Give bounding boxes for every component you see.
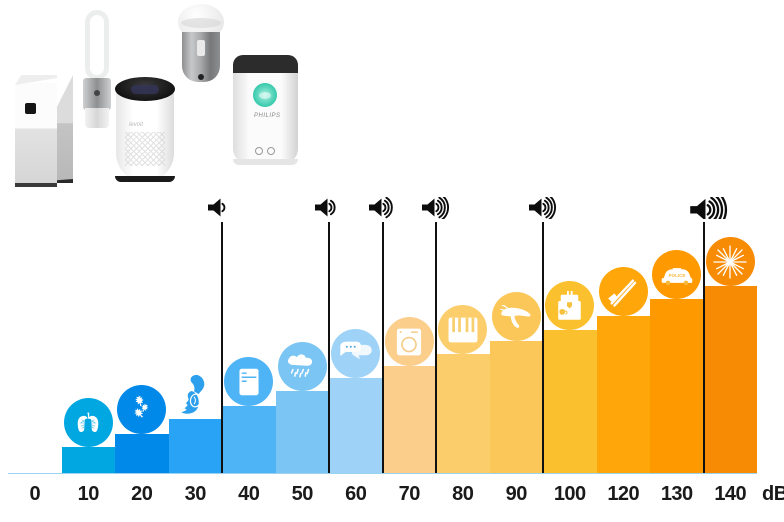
svg-text:POLICE: POLICE [668,273,685,278]
